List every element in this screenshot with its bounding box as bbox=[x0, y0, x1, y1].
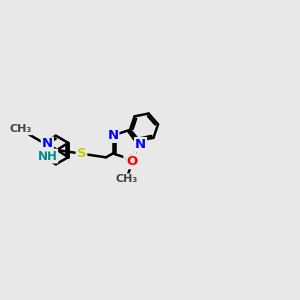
Text: O: O bbox=[124, 153, 136, 166]
Text: S: S bbox=[76, 147, 86, 160]
Text: N: N bbox=[107, 129, 118, 142]
Text: N: N bbox=[42, 137, 53, 150]
Text: NH: NH bbox=[38, 150, 57, 163]
Text: N: N bbox=[135, 138, 146, 151]
Text: CH₃: CH₃ bbox=[10, 124, 32, 134]
Text: O: O bbox=[127, 155, 138, 168]
Text: CH₃: CH₃ bbox=[115, 174, 137, 184]
